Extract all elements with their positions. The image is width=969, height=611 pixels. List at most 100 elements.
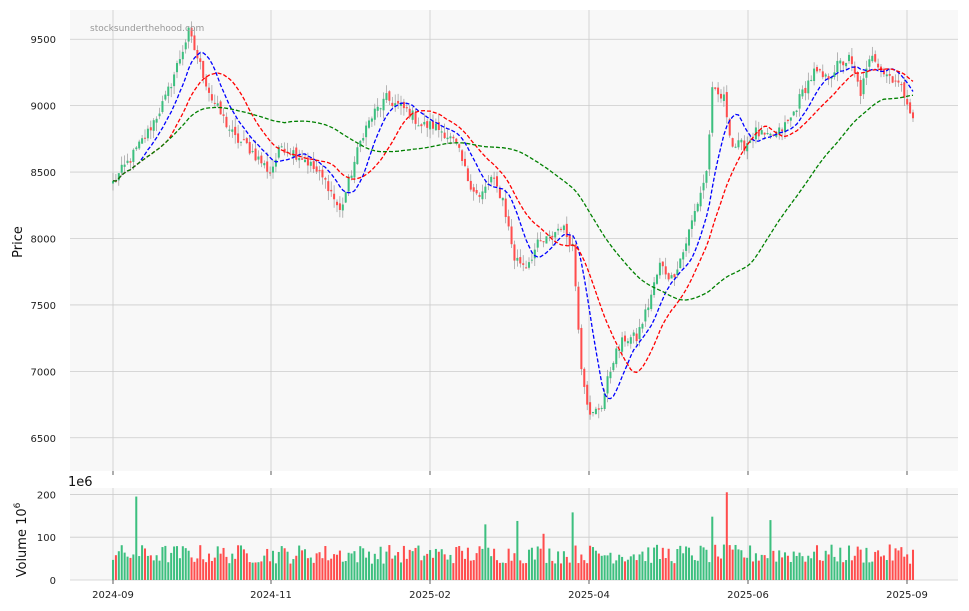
candle-body [350,175,353,178]
candle-body [385,93,388,100]
volume-bar [135,496,138,580]
candle-body [335,201,339,206]
volume-bar [836,561,839,580]
candle-body [493,177,496,179]
candle-body [341,204,344,211]
volume-bar [123,552,126,580]
candle-body [705,170,708,183]
price-tick-label: 6500 [31,434,56,445]
volume-axis-label-exponent: 6 [13,502,23,508]
candle-body [309,161,312,166]
volume-bar [257,562,260,580]
candle-body [405,107,408,109]
volume-bar [391,558,394,580]
volume-bar [274,563,277,580]
candle-body [143,137,147,139]
volume-bar [754,553,757,580]
volume-bar [388,545,391,580]
candle-body [254,148,257,161]
candle-body [402,101,405,109]
candle-body [690,220,693,229]
candle-body [661,261,664,267]
candle-body [743,140,746,152]
candle-body [583,368,586,387]
candle-body [199,58,202,62]
volume-bar [370,563,373,580]
volume-y-axis: 0 100 200 [37,490,56,587]
volume-bar [152,560,155,580]
volume-bar [827,554,830,580]
volume-bar [606,555,609,580]
volume-bar [775,561,778,580]
candle-body [801,89,804,97]
candle-body [397,100,400,104]
volume-bar [879,556,883,580]
candle-body [490,176,493,183]
volume-bar [690,555,693,580]
volume-bar [402,545,405,580]
candle-body [458,144,461,148]
volume-axis-label-base: 10 [15,508,30,525]
volume-bar [475,553,478,580]
volume-bar [847,545,851,580]
candle-body [687,229,691,246]
candle-body [167,86,170,96]
candle-body [423,121,426,125]
candle-body [478,194,481,197]
volume-bar [792,551,795,580]
volume-bar [551,560,554,580]
candle-body [437,122,440,130]
volume-bar [763,555,766,580]
volume-bar [167,562,170,580]
candle-body [266,161,269,172]
candle-body [501,197,504,201]
moving-average-lines [112,51,914,400]
volume-bar [495,560,499,580]
volume-bar [545,562,548,580]
volume-bar [379,546,382,580]
volume-bar [359,546,362,580]
candle-body [527,262,531,268]
candle-body [289,153,292,155]
candle-body [911,112,915,119]
candle-body [158,113,161,117]
candle-body [900,84,903,86]
candle-body [568,234,571,247]
volume-bar [626,559,629,580]
candle-body [146,128,149,139]
volume-bar [286,551,289,580]
candle-body [373,108,376,120]
candle-body [187,27,190,42]
volume-bar [196,558,199,580]
candle-body [449,136,452,139]
volume-bar [629,556,632,580]
volume-bar [341,561,344,580]
volume-bar [143,548,147,580]
volume-bar [635,560,638,580]
candle-body [155,118,158,123]
candle-body [213,102,216,104]
candle-body [164,94,167,100]
candle-body [312,161,315,170]
volume-bar [516,520,519,580]
volume-bar [911,549,915,580]
candle-body [897,80,900,83]
volume-bar [469,560,472,580]
candle-body [885,74,888,77]
volume-bar [175,546,179,580]
volume-bar [362,548,365,580]
volume-bar [295,555,298,580]
candle-body [111,180,115,184]
x-tick-label: 2025-04 [568,590,610,601]
volume-bar [434,548,437,580]
volume-bar [420,560,423,580]
volume-bar [190,557,193,580]
candle-body [789,117,792,121]
volume-bar [781,557,784,580]
candle-body [833,72,836,77]
candle-body [417,125,420,127]
volume-bar [554,563,557,580]
volume-bar [708,562,711,580]
candle-body [298,158,301,161]
volume-bar [449,554,452,580]
